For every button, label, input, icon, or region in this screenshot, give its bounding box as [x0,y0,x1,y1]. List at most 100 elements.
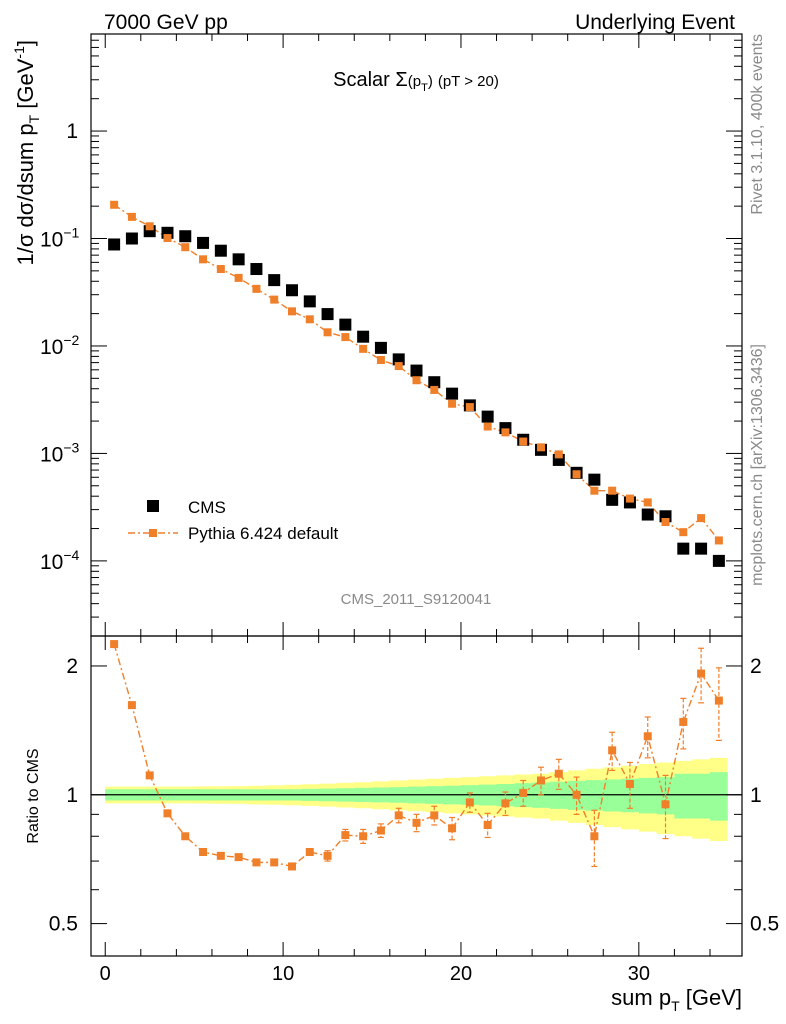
pythia-point [394,362,403,371]
main-panel-frame [90,33,743,637]
ratio-y-tick-label-right: 0.5 [750,913,779,936]
cms-point [197,236,210,249]
ratio-pythia-point [305,848,314,857]
legend-cms-marker [147,500,159,512]
cms-point [374,341,387,354]
ratio-pythia-point [145,771,154,780]
ratio-pythia-point [679,717,688,726]
cms-point [214,244,227,257]
main-y-tick-label: 10−1 [40,225,80,252]
main-y-axis-label-main: 1/σ dσ/dsum p [13,123,38,265]
main-y-tick-label: 10−4 [40,547,80,574]
pythia-point [359,344,368,353]
main-panel: 110−110−210−310−4 Scalar Σ(pT) (pT > 20) … [11,33,743,637]
pythia-point [287,307,296,316]
header-process-label: Underlying Event [575,11,735,34]
chart-title-arg-sub: T [421,82,428,94]
ratio-pythia-point [697,669,706,678]
cms-point [428,376,441,389]
ratio-pythia-point [590,832,599,841]
ratio-pythia-point [270,858,279,867]
chart-title-prefix: Scalar [333,69,395,91]
cms-point [321,308,334,321]
cms-point [695,542,708,555]
ratio-pythia-point [714,696,723,705]
pythia-point [697,514,706,523]
main-y-tick-label: 10−2 [40,332,80,359]
ratio-pythia-point [483,820,492,829]
x-tick-label: 0 [100,963,111,985]
main-y-axis-label-unit: [GeV [13,58,38,115]
pythia-point [376,356,385,365]
ratio-pythia-point [501,799,510,808]
main-y-axis-label-sup: -1 [11,46,27,59]
ratio-pythia-point [537,776,546,785]
header-energy-label: 7000 GeV pp [104,11,228,34]
pythia-point [519,437,528,446]
ratio-y-tick-label-right: 1 [750,784,762,807]
pythia-point [216,265,225,274]
ratio-y-tick-label: 0.5 [49,913,78,936]
ratio-pythia-point [341,831,350,840]
pythia-point [572,470,581,479]
ratio-pythia-point [163,809,172,818]
ratio-pythia-point [359,832,368,841]
pythia-point [537,443,546,452]
chart-title-arg-close: ) [428,73,433,90]
ratio-pythia-point [323,851,332,860]
chart-title-cut: (pT > 20) [438,73,499,90]
pythia-point [323,328,332,337]
cms-point [303,295,316,308]
legend-pythia-label: Pythia 6.424 default [188,524,339,543]
cms-point [641,508,654,521]
ratio-pythia-point [181,832,190,841]
cms-point [250,263,263,276]
ratio-pythia-point [376,826,385,835]
pythia-point [590,486,599,495]
cms-point [606,493,619,506]
main-y-axis-label-close: ] [13,40,38,46]
pythia-point [679,528,688,537]
ratio-pythia-point [394,811,403,820]
chart-title: Scalar Σ(pT) (pT > 20) [333,69,499,94]
pythia-point [448,399,457,408]
x-axis-label: sum pT [GeV] [611,985,742,1014]
ratio-panel: 0 10 20 30 0.5 0.5 1 1 2 2 Ratio to CMS sum pT [G… [25,635,779,1014]
cms-point [179,230,192,243]
legend-pythia-marker [149,529,157,537]
main-y-tick-label: 1 [66,120,78,143]
x-axis-label-main: sum p [611,985,671,1010]
cms-point [357,330,370,343]
ratio-pythia-point [519,788,528,797]
pythia-point [608,486,617,495]
ratio-pythia-point [608,746,617,755]
pythia-point [305,315,314,324]
cms-point [712,554,725,567]
ratio-y-axis-label: Ratio to CMS [25,748,42,843]
pythia-point [661,518,670,527]
pythia-point [234,273,243,282]
cms-point [285,284,298,297]
cms-point [410,364,423,377]
pythia-point [412,376,421,385]
ratio-y-tick-label-right: 2 [750,655,762,678]
pythia-point [127,212,136,221]
ratio-pythia-point [625,779,634,788]
pythia-point [181,243,190,252]
pythia-point [252,284,261,293]
cms-point [677,542,690,555]
pythia-point [625,494,634,503]
main-y-axis-label-sub: T [26,114,42,123]
ratio-pythia-point [412,818,421,827]
ratio-pythia-point [234,853,243,862]
ratio-pythia-point [661,800,670,809]
pythia-point [465,403,474,412]
ratio-panel-frame [90,635,743,957]
ratio-pythia-point [465,798,474,807]
ratio-pythia-point [448,824,457,833]
pythia-point [341,333,350,342]
pythia-point [270,295,279,304]
ratio-pythia-point [554,769,563,778]
pythia-point [643,498,652,507]
